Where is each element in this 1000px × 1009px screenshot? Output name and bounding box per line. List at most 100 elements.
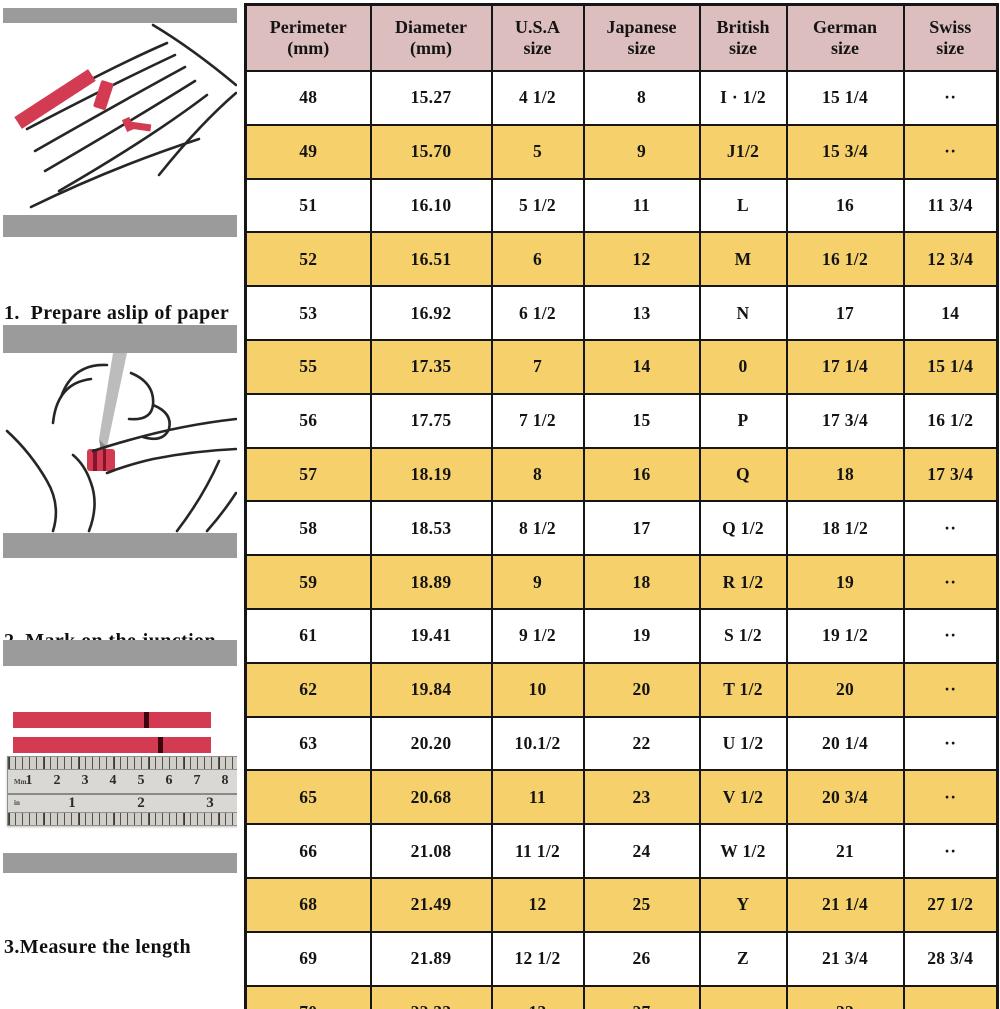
table-cell: 59 xyxy=(244,554,372,610)
table-row: 63 20.20 10.1/2 22 U 1/2 20 1/4 ·· xyxy=(244,715,999,772)
ruler-cm-number: 7 xyxy=(193,773,201,788)
table-cell: 20.20 xyxy=(369,715,493,772)
table-cell: 16 1/2 xyxy=(902,392,999,449)
table-cell: 14 xyxy=(582,338,701,395)
table-cell: 62 xyxy=(244,661,372,718)
table-cell: 9 xyxy=(582,123,701,180)
table-cell: 7 1/2 xyxy=(490,392,585,449)
table-cell: 16 xyxy=(785,177,905,234)
table-cell: 24 xyxy=(582,823,701,879)
table-cell: 22.33 xyxy=(369,984,493,1009)
table-cell: 4 1/2 xyxy=(490,70,585,126)
table-row: 49 15.70 5 9 J1/2 15 3/4 ·· xyxy=(244,123,999,180)
table-cell: 15 3/4 xyxy=(785,123,905,180)
table-cell: 21.89 xyxy=(369,930,493,987)
paper-strip-1 xyxy=(13,712,211,728)
table-cell: Z xyxy=(698,930,788,987)
column-header: Japanese size xyxy=(582,3,701,72)
size-chart-table-area: Perimeter (mm) Diameter (mm) U.S.A size Japane… xyxy=(244,3,999,1009)
table-cell: 14 xyxy=(902,285,999,341)
table-row: 53 16.92 6 1/2 13 N 17 14 xyxy=(244,285,999,341)
column-header: German size xyxy=(785,3,905,72)
table-cell: Y xyxy=(698,876,788,933)
table-cell: 16 1/2 xyxy=(785,231,905,288)
table-cell: 48 xyxy=(244,70,372,126)
table-cell: 15 xyxy=(582,392,701,449)
column-header: Perimeter (mm) xyxy=(244,3,372,72)
table-cell: 27 xyxy=(582,984,701,1009)
step2-figure xyxy=(3,325,237,558)
table-cell: 20 3/4 xyxy=(785,769,905,826)
table-cell: 49 xyxy=(244,123,372,180)
table-row: 7022.331327··22·· xyxy=(244,984,999,1009)
table-cell: 69 xyxy=(244,930,372,987)
table-cell: 21 xyxy=(785,823,905,879)
table-cell: 7 xyxy=(490,338,585,395)
table-cell: Q 1/2 xyxy=(698,500,788,557)
marking-paper-on-finger-illustration xyxy=(5,353,237,533)
table-cell: L xyxy=(698,177,788,234)
frame-bar xyxy=(3,8,237,23)
table-cell: 52 xyxy=(244,231,372,288)
table-cell: 20.68 xyxy=(369,769,493,826)
table-cell: 68 xyxy=(244,876,372,933)
table-cell: 11 xyxy=(490,769,585,826)
table-cell: 12 xyxy=(582,231,701,288)
frame-bar xyxy=(3,533,237,558)
table-cell: 21 3/4 xyxy=(785,930,905,987)
table-cell: 11 xyxy=(582,177,701,234)
table-cell: 63 xyxy=(244,715,372,772)
table-row: 65 20.68 11 23 V 1/2 20 3/4 ·· xyxy=(244,769,999,826)
ruler-cm-number: 6 xyxy=(165,773,173,788)
table-cell: ·· xyxy=(902,715,999,772)
table-cell: 18.89 xyxy=(369,554,493,610)
table-cell: 15.27 xyxy=(369,70,493,126)
table-cell: 11 3/4 xyxy=(902,177,999,234)
frame-bar xyxy=(3,640,237,666)
table-cell: T 1/2 xyxy=(698,661,788,718)
table-cell: R 1/2 xyxy=(698,554,788,610)
table-cell: M xyxy=(698,231,788,288)
step3-caption: 3.Measure the length then the circumfere… xyxy=(4,880,242,1009)
table-cell: 18 xyxy=(785,446,905,503)
table-cell: 27 1/2 xyxy=(902,876,999,933)
table-cell: 0 xyxy=(698,338,788,395)
table-row: 62 19.84 10 20 T 1/2 20 ·· xyxy=(244,661,999,718)
table-cell: S 1/2 xyxy=(698,607,788,664)
table-cell: 8 1/2 xyxy=(490,500,585,557)
strip-mark xyxy=(157,737,163,753)
table-cell: Q xyxy=(698,446,788,503)
table-cell: 18.53 xyxy=(369,500,493,557)
table-cell: 56 xyxy=(244,392,372,449)
table-row: 68 21.49 12 25 Y 21 1/4 27 1/2 xyxy=(244,876,999,933)
table-cell: 17 xyxy=(785,285,905,341)
table-cell: ·· xyxy=(902,769,999,826)
frame-bar xyxy=(3,215,237,237)
table-cell: 23 xyxy=(582,769,701,826)
frame-bar xyxy=(3,325,237,353)
table-cell: 10.1/2 xyxy=(490,715,585,772)
table-cell: 8 xyxy=(490,446,585,503)
table-cell: 15.70 xyxy=(369,123,493,180)
table-cell: 13 xyxy=(490,984,585,1009)
table-row: 57 18.19 8 16 Q 18 17 3/4 xyxy=(244,446,999,503)
ruler-cm-numbers: Mm 1 2 3 4 5 6 7 8 xyxy=(8,770,237,791)
table-cell: 18.19 xyxy=(369,446,493,503)
table-cell: ·· xyxy=(698,984,788,1009)
ruler-cm-number: 4 xyxy=(109,773,117,788)
table-cell: 6 1/2 xyxy=(490,285,585,341)
step1-figure xyxy=(3,8,237,237)
table-row: 59 18.89 9 18 R 1/2 19 ·· xyxy=(244,554,999,610)
table-cell: 55 xyxy=(244,338,372,395)
ruler-cm-number: 5 xyxy=(137,773,145,788)
table-cell: ·· xyxy=(902,70,999,126)
table-cell: 19 xyxy=(785,554,905,610)
ruler-inch-number: 2 xyxy=(137,795,145,811)
table-cell: W 1/2 xyxy=(698,823,788,879)
table-cell: 57 xyxy=(244,446,372,503)
table-cell: 22 xyxy=(785,984,905,1009)
ruler-inch-numbers: in 1 2 3 xyxy=(8,793,237,813)
column-header: U.S.A size xyxy=(490,3,585,72)
table-row: 55 17.35 7 14 0 17 1/4 15 1/4 xyxy=(244,338,999,395)
frame-bar xyxy=(3,853,237,873)
